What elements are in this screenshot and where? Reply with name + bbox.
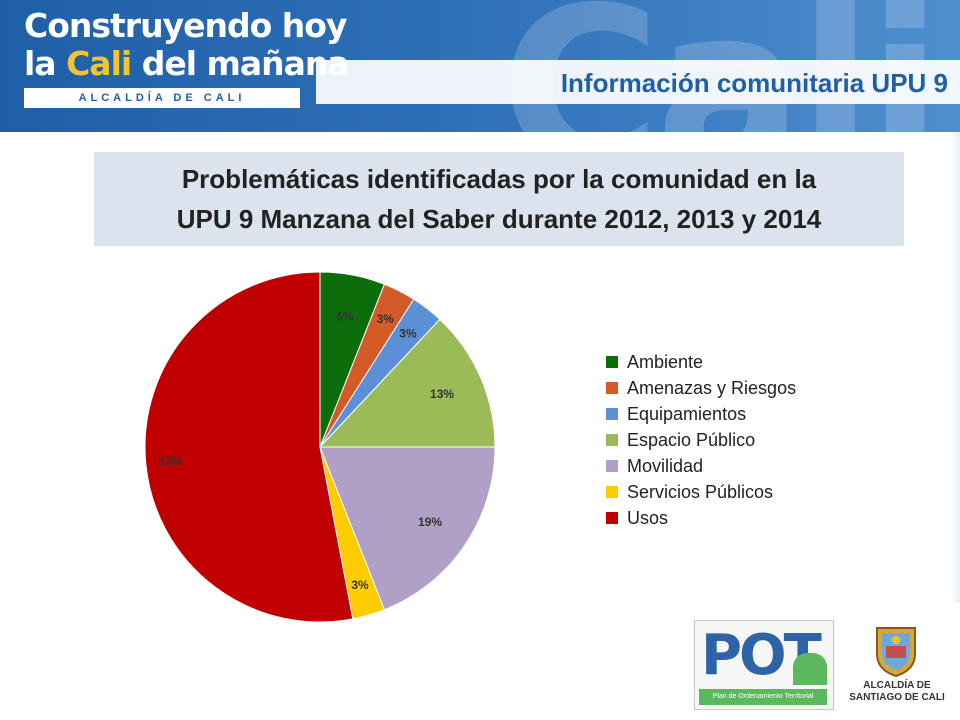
- legend-label: Amenazas y Riesgos: [627, 377, 797, 398]
- legend-swatch: [606, 356, 618, 368]
- legend-item: Servicios Públicos: [606, 479, 796, 505]
- legend-item: Usos: [606, 505, 796, 531]
- pie-chart: 6% 3% 3% 13% 19% 3% 53%: [144, 271, 496, 623]
- alcaldia-santiago-label: ALCALDÍA DE SANTIAGO DE CALI: [840, 680, 954, 704]
- pie-data-label: 3%: [399, 327, 417, 341]
- brand-line1: Construyendo hoy: [24, 6, 347, 45]
- pie-slice-espacio-p-blico: [318, 318, 496, 448]
- chart-legend: Ambiente Amenazas y Riesgos Equipamientos E…: [606, 349, 796, 531]
- pot-caption: Plan de Ordenamiento Territorial: [699, 689, 827, 705]
- legend-label: Equipamientos: [627, 403, 747, 424]
- page-title: Información comunitaria UPU 9: [560, 68, 948, 98]
- chart-title-box: Problemáticas identificadas por la comun…: [94, 152, 904, 246]
- legend-item: Amenazas y Riesgos: [606, 375, 796, 401]
- alcaldia-santiago-line1: ALCALDÍA DE: [863, 680, 931, 691]
- chart-title-line2: UPU 9 Manzana del Saber durante 2012, 20…: [176, 204, 822, 234]
- legend-item: Equipamientos: [606, 401, 796, 427]
- title-bar: Información comunitaria UPU 9: [316, 60, 960, 104]
- legend-label: Servicios Públicos: [627, 481, 774, 502]
- brand-cali: Cali: [66, 44, 132, 83]
- chart-title-line1: Problemáticas identificadas por la comun…: [181, 164, 817, 194]
- pie-slice-movilidad: [319, 446, 496, 611]
- legend-swatch: [606, 486, 618, 498]
- header-banner: Cali Construyendo hoy la Cali del mañana…: [0, 0, 960, 132]
- pot-hill-graphic: [793, 653, 827, 685]
- legend-label: Espacio Público: [627, 429, 756, 450]
- pie-slice-usos: [144, 271, 354, 623]
- brand-line2: la Cali del mañana: [24, 44, 350, 83]
- pot-logo: POT Plan de Ordenamiento Territorial: [694, 620, 834, 710]
- alcaldia-santiago-line2: SANTIAGO DE CALI: [849, 692, 945, 703]
- brand-alcaldia-strip: ALCALDÍA DE CALI: [24, 88, 300, 108]
- pie-data-label: 13%: [430, 387, 454, 401]
- brand-la: la: [24, 44, 67, 83]
- legend-label: Usos: [627, 507, 669, 528]
- pie-data-label: 6%: [336, 309, 354, 323]
- legend-label: Movilidad: [627, 455, 704, 476]
- legend-swatch: [606, 408, 618, 420]
- brand-del-manana: del mañana: [131, 44, 350, 83]
- pie-data-label: 3%: [351, 578, 369, 592]
- legend-swatch: [606, 460, 618, 472]
- pie-data-label: 3%: [376, 312, 394, 326]
- legend-item: Movilidad: [606, 453, 796, 479]
- coat-of-arms-icon: [876, 627, 916, 678]
- chart-title: Problemáticas identificadas por la comun…: [177, 159, 822, 239]
- legend-swatch: [606, 382, 618, 394]
- legend-swatch: [606, 434, 618, 446]
- legend-label: Ambiente: [627, 351, 704, 372]
- pie-data-label: 53%: [158, 454, 182, 468]
- right-edge-shade: [950, 132, 960, 602]
- legend-item: Ambiente: [606, 349, 796, 375]
- legend-item: Espacio Público: [606, 427, 796, 453]
- legend-swatch: [606, 512, 618, 524]
- pie-data-label: 19%: [418, 515, 442, 529]
- brand-logo: Construyendo hoy la Cali del mañana ALCA…: [22, 4, 350, 114]
